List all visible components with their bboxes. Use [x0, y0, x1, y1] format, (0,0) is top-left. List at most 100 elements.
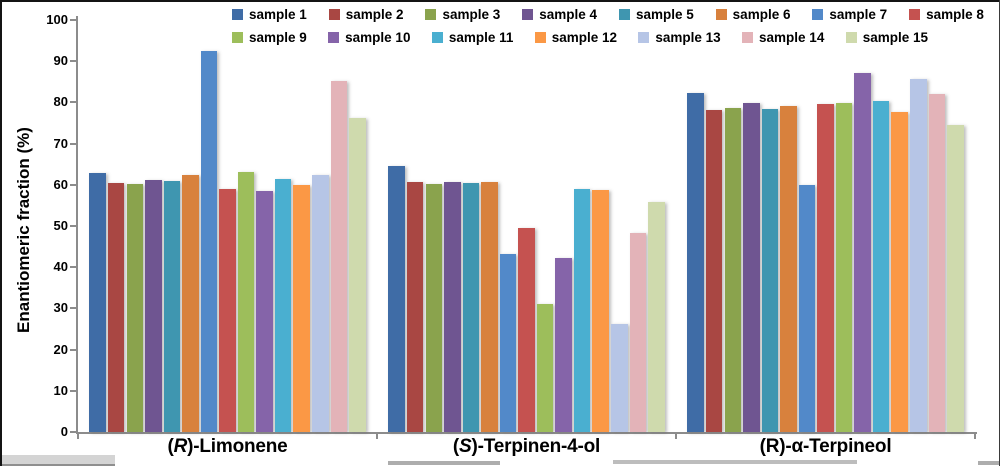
legend-item: sample 13 — [638, 30, 721, 45]
cropped-table-fragment — [388, 461, 500, 465]
bar-group-3 — [676, 20, 975, 432]
y-tick-mark — [70, 142, 76, 145]
bar — [872, 100, 890, 432]
bar — [182, 174, 199, 432]
y-tick-label: 50 — [53, 218, 68, 233]
bar — [854, 72, 871, 432]
legend-marker-icon — [715, 9, 727, 20]
legend-label: sample 6 — [732, 7, 791, 22]
legend: sample 1 sample 2 sample 3 sample 4 sample 5… — [232, 7, 984, 45]
bar — [761, 108, 779, 432]
y-tick-label: 30 — [53, 300, 68, 316]
y-tick-label: 10 — [53, 382, 68, 398]
bar — [573, 189, 591, 432]
y-tick-label: 100 — [46, 12, 68, 27]
legend-item: sample 14 — [742, 30, 824, 45]
bar — [200, 50, 218, 432]
bar-group-2 — [377, 20, 676, 432]
screenshot-border-left — [0, 0, 2, 466]
bar-group-1 — [78, 20, 377, 432]
y-tick-mark — [70, 225, 76, 227]
bar — [648, 202, 665, 432]
x-tick-mark — [974, 434, 976, 439]
bar — [687, 92, 704, 432]
legend-item: sample 3 — [425, 7, 500, 22]
legend-marker-icon — [232, 32, 243, 43]
legend-marker-icon — [812, 9, 824, 20]
y-tick-label: 0 — [60, 424, 68, 439]
legend-item: sample 8 — [909, 7, 984, 22]
y-tick-label: 80 — [53, 94, 68, 110]
bar — [349, 117, 366, 432]
screenshot-border-top — [0, 0, 1000, 2]
bar — [724, 107, 741, 432]
legend-marker-icon — [328, 32, 340, 43]
y-tick-mark — [70, 389, 76, 392]
bar — [835, 102, 853, 432]
bar — [293, 184, 310, 432]
bar — [536, 303, 554, 432]
bar — [910, 78, 927, 432]
legend-label: sample 7 — [829, 7, 888, 22]
x-tick-mark — [77, 434, 79, 439]
bar — [555, 258, 572, 432]
bar — [518, 227, 535, 432]
legend-item: sample 7 — [812, 7, 887, 22]
legend-marker-icon — [522, 9, 534, 20]
bar — [406, 182, 424, 432]
legend-label: sample 2 — [345, 7, 404, 22]
legend-item: sample 5 — [618, 7, 694, 22]
y-tick-mark — [70, 307, 76, 310]
y-tick-label: 40 — [53, 259, 68, 275]
legend-item: sample 10 — [328, 30, 410, 45]
bar — [705, 109, 723, 432]
y-tick-mark — [70, 101, 76, 104]
bar — [444, 181, 461, 432]
legend-item: sample 6 — [715, 7, 791, 22]
bar — [145, 180, 162, 432]
y-tick-mark — [70, 431, 76, 433]
y-tick-label: 60 — [53, 176, 68, 192]
y-tick-mark — [70, 183, 76, 186]
legend-marker-icon — [618, 9, 630, 20]
legend-label: sample 12 — [551, 30, 618, 45]
y-tick-mark — [70, 348, 76, 351]
bar — [481, 181, 498, 432]
legend-item: sample 2 — [328, 7, 404, 22]
legend-label: sample 13 — [655, 30, 721, 45]
legend-marker-icon — [534, 32, 546, 43]
y-tick-label: 70 — [53, 135, 68, 151]
legend-marker-icon — [431, 32, 443, 43]
legend-label: sample 10 — [345, 30, 411, 45]
y-tick-mark — [70, 60, 76, 63]
cropped-table-fragment — [978, 461, 999, 465]
bar — [312, 174, 329, 432]
legend-label: sample 9 — [249, 30, 307, 45]
y-tick-label: 90 — [53, 53, 68, 69]
bar — [330, 80, 348, 432]
bar — [126, 183, 143, 432]
legend-row-1: sample 1 sample 2 sample 3 sample 4 sample 5… — [232, 7, 984, 22]
bar — [256, 191, 273, 432]
legend-marker-icon — [845, 32, 857, 43]
bar — [388, 166, 405, 432]
legend-label: sample 1 — [249, 7, 307, 22]
legend-marker-icon — [638, 32, 650, 43]
legend-label: sample 11 — [448, 30, 514, 45]
legend-label: sample 3 — [442, 7, 501, 22]
cropped-table-fragment — [613, 460, 857, 464]
cropped-table-fragment — [2, 455, 115, 466]
bar — [89, 173, 106, 432]
legend-marker-icon — [742, 32, 754, 43]
bar — [107, 182, 125, 432]
y-axis-line — [76, 16, 78, 434]
legend-item: sample 15 — [845, 30, 928, 45]
bar — [499, 254, 517, 432]
y-tick-label: 20 — [53, 341, 68, 357]
legend-item: sample 12 — [534, 30, 618, 45]
legend-marker-icon — [232, 9, 243, 20]
x-axis-line — [76, 432, 977, 434]
legend-label: sample 14 — [759, 30, 825, 45]
legend-item: sample 11 — [431, 30, 514, 45]
